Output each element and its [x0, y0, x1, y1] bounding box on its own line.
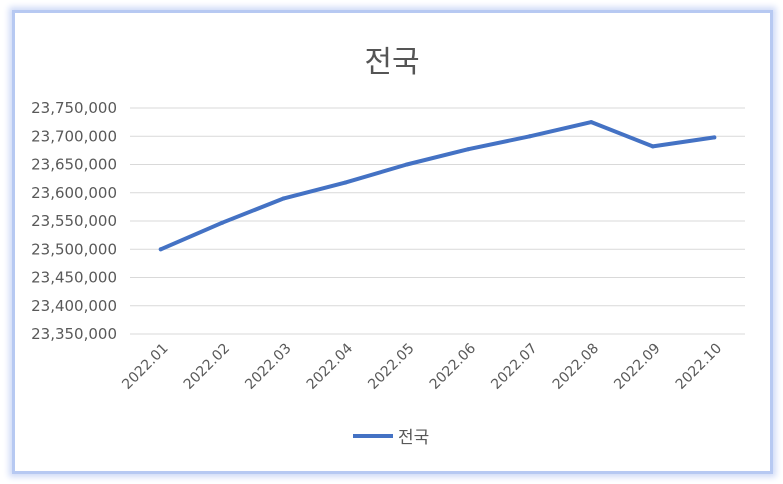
chart-title: 전국 — [364, 45, 419, 80]
y-tick-label: 23,700,000 — [31, 127, 117, 145]
data-point — [343, 180, 348, 185]
y-tick-label: 23,400,000 — [31, 297, 117, 315]
data-point — [650, 144, 655, 149]
x-tick-label: 2022.02 — [181, 341, 233, 393]
data-point — [220, 220, 225, 225]
data-point — [712, 135, 717, 140]
gridlines — [130, 107, 745, 335]
y-tick-label: 23,500,000 — [31, 240, 117, 258]
y-tick-label: 23,750,000 — [31, 99, 117, 117]
x-tick-label: 2022.05 — [365, 341, 417, 393]
y-tick-label: 23,650,000 — [31, 156, 117, 174]
chart-frame — [12, 10, 773, 474]
data-point — [281, 196, 286, 201]
data-point — [404, 162, 409, 167]
x-tick-label: 2022.01 — [119, 341, 171, 393]
x-tick-label: 2022.09 — [611, 341, 663, 393]
y-tick-label: 23,550,000 — [31, 212, 117, 230]
series-layer — [158, 120, 717, 252]
data-point — [466, 147, 471, 152]
y-tick-label: 23,600,000 — [31, 184, 117, 202]
x-tick-label: 2022.03 — [242, 341, 294, 393]
legend-label: 전국 — [398, 428, 429, 448]
x-tick-label: 2022.10 — [673, 341, 725, 393]
x-tick-label: 2022.08 — [550, 341, 602, 393]
x-tick-label: 2022.06 — [427, 340, 479, 392]
data-point — [589, 120, 594, 125]
y-axis: 23,350,000 23,400,000 23,450,000 23,500,000… — [31, 99, 117, 343]
x-tick-label: 2022.04 — [304, 340, 356, 392]
y-tick-label: 23,450,000 — [31, 269, 117, 287]
data-point — [527, 134, 532, 139]
y-tick-label: 23,350,000 — [31, 325, 117, 343]
x-axis: 2022.01 2022.02 2022.03 2022.04 2022.05 2022.… — [119, 340, 725, 392]
legend: 전국 — [353, 428, 429, 448]
data-point — [158, 247, 163, 252]
series-line — [158, 120, 717, 252]
x-tick-label: 2022.07 — [488, 341, 540, 393]
